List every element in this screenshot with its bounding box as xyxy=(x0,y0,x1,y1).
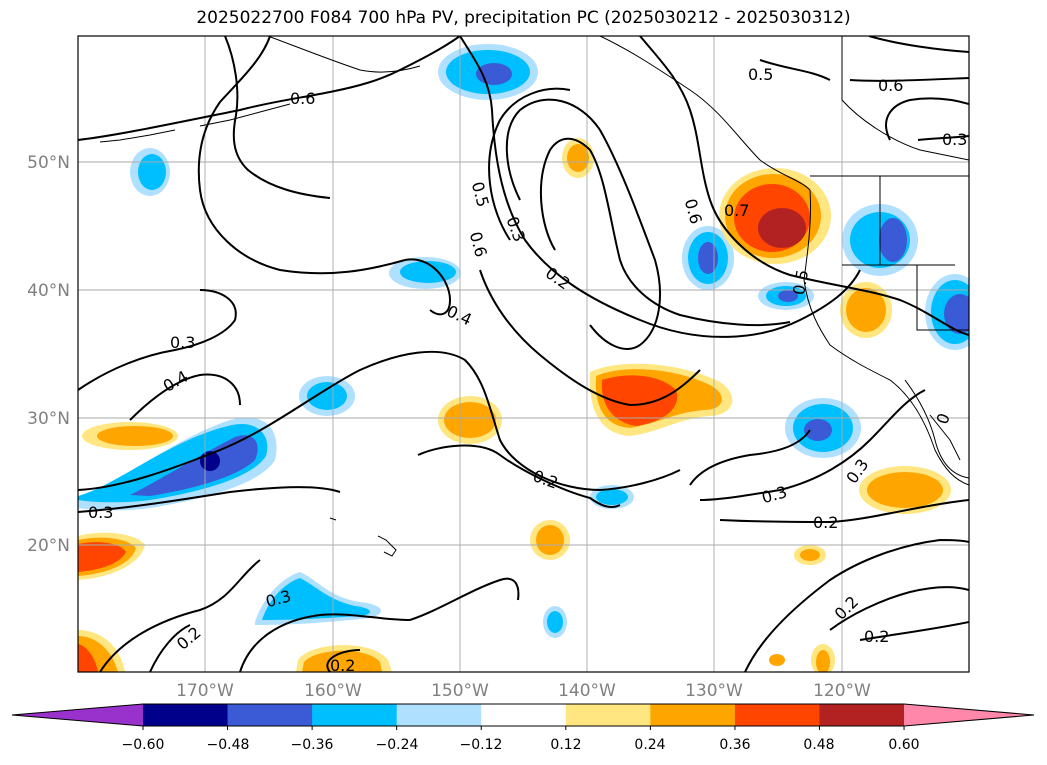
colorbar-tick: 0.36 xyxy=(719,737,750,753)
contour-label: 0.3 xyxy=(942,130,967,149)
colorbar-segment xyxy=(227,704,313,726)
colorbar-segment xyxy=(565,704,651,726)
lon-label: 120°W xyxy=(813,681,871,701)
lon-label: 170°W xyxy=(176,681,234,701)
colorbar-segment xyxy=(143,704,229,726)
colorbar-tick: 0.60 xyxy=(888,737,919,753)
colorbar-tick: 0.12 xyxy=(550,737,581,753)
contour-label: 0.6 xyxy=(290,89,315,108)
colorbar-tick: −0.36 xyxy=(291,737,334,753)
colorbar-tick: −0.60 xyxy=(122,737,165,753)
colorbar-segment xyxy=(734,704,820,726)
pv-contours xyxy=(78,36,969,672)
colorbar-segment xyxy=(396,704,482,726)
latitude-labels: 50°N 40°N 30°N 20°N xyxy=(27,153,70,556)
contour-label: 0.2 xyxy=(864,627,889,646)
contour-label: 0.5 xyxy=(748,65,773,84)
colorbar: −0.60 −0.48 −0.36 −0.24 −0.12 0.12 0.24 … xyxy=(11,703,1035,753)
lon-label: 150°W xyxy=(431,681,489,701)
colorbar-segment xyxy=(819,704,905,726)
coastlines xyxy=(99,36,969,557)
colorbar-segment xyxy=(650,704,736,726)
lon-label: 130°W xyxy=(685,681,743,701)
contour-label: 0.6 xyxy=(878,76,903,95)
lon-label: 160°W xyxy=(304,681,362,701)
colorbar-tick: −0.12 xyxy=(460,737,503,753)
lat-label: 40°N xyxy=(27,281,70,301)
colorbar-tick: −0.48 xyxy=(207,737,250,753)
colorbar-extend-right xyxy=(904,704,1034,726)
colorbar-tick: −0.24 xyxy=(376,737,419,753)
colorbar-tick-labels: −0.60 −0.48 −0.36 −0.24 −0.12 0.12 0.24 … xyxy=(122,737,920,753)
contour-label: 0.3 xyxy=(88,503,113,522)
contour-label: 0.5 xyxy=(789,268,812,296)
colorbar-segment xyxy=(481,704,567,726)
colorbar-segments xyxy=(11,703,1035,730)
lat-label: 30°N xyxy=(27,409,70,429)
lon-label: 140°W xyxy=(558,681,616,701)
longitude-labels: 170°W 160°W 150°W 140°W 130°W 120°W xyxy=(176,681,871,701)
precip-positive-shading xyxy=(78,138,951,672)
colorbar-extend-left xyxy=(12,704,143,726)
lat-label: 20°N xyxy=(27,536,70,556)
contour-label: 0.7 xyxy=(724,201,749,220)
map-plot: 0.6 0.5 0.6 0.3 0.5 0.6 0.3 0.2 0.6 0.7 … xyxy=(78,36,969,675)
colorbar-segment xyxy=(312,704,398,726)
contour-label: 0.3 xyxy=(170,333,195,352)
contour-label: 0.2 xyxy=(330,656,355,675)
contour-label: 0.2 xyxy=(813,513,838,532)
chart-title: 2025022700 F084 700 hPa PV, precipitatio… xyxy=(196,8,851,28)
map-frame xyxy=(77,35,970,673)
lat-label: 50°N xyxy=(27,153,70,173)
colorbar-tick: 0.24 xyxy=(634,737,665,753)
colorbar-tick: 0.48 xyxy=(803,737,834,753)
